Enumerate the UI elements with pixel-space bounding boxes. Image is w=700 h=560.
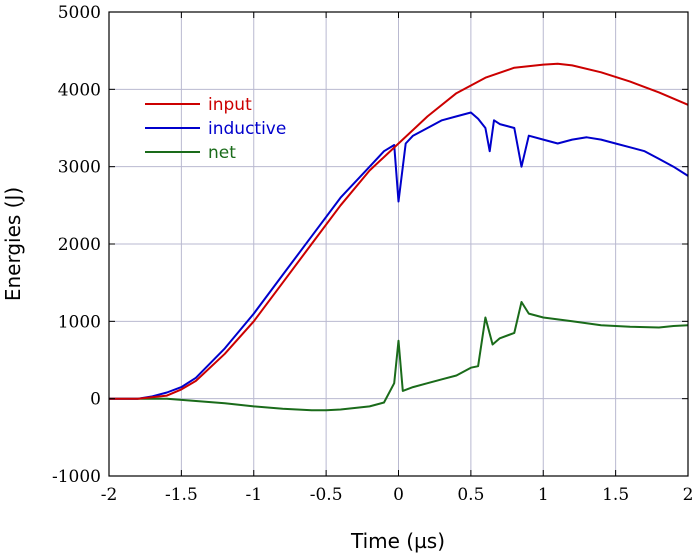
y-tick-label: 2000	[58, 235, 101, 255]
x-tick-label: 1.5	[602, 485, 629, 505]
y-tick-label: 4000	[58, 80, 101, 100]
tick-marks	[108, 11, 689, 477]
x-axis-title: Time (µs)	[350, 529, 445, 553]
y-tick-label: 3000	[58, 158, 101, 178]
x-tick-label: 0.5	[457, 485, 484, 505]
x-tick-label: 1	[538, 485, 549, 505]
y-axis-title: Energies (J)	[1, 187, 25, 301]
legend-label-input: input	[208, 95, 252, 115]
x-tick-label: -1.5	[165, 485, 198, 505]
y-tick-label: 1000	[58, 312, 101, 332]
series-line-input	[109, 62, 689, 400]
grid-lines	[109, 12, 688, 476]
series-layer	[109, 62, 689, 412]
y-tick-labels: -1000 0 1000 2000 3000 4000 5000	[52, 3, 101, 487]
y-tick-label: 0	[90, 390, 101, 410]
x-tick-labels: -2 -1.5 -1 -0.5 0 0.5 1 1.5 2	[101, 485, 694, 505]
y-tick-label: -1000	[52, 467, 101, 487]
x-tick-label: -2	[101, 485, 118, 505]
x-tick-label: 2	[683, 485, 694, 505]
legend-label-net: net	[208, 143, 236, 163]
x-tick-label: -1	[245, 485, 262, 505]
y-tick-label: 5000	[58, 3, 101, 23]
x-tick-label: -0.5	[310, 485, 343, 505]
series-line-net	[109, 301, 689, 412]
series-line-inductive	[109, 111, 689, 400]
x-tick-label: 0	[393, 485, 404, 505]
legend-label-inductive: inductive	[208, 119, 286, 139]
legend: input inductive net	[145, 95, 286, 163]
